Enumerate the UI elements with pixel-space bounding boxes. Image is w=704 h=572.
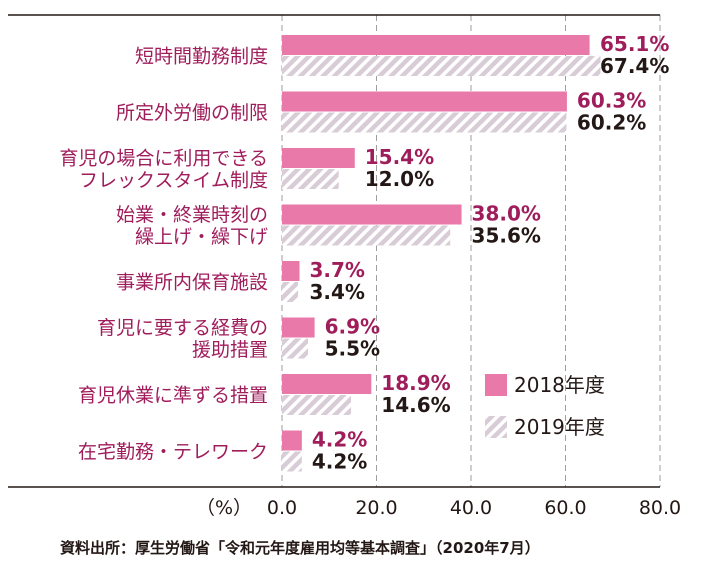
legend-label-2019: 2019年度 xyxy=(514,415,605,439)
bar-2018 xyxy=(282,35,590,55)
category-label: 事業所内保育施設 xyxy=(116,272,268,294)
bar-2019 xyxy=(282,225,451,246)
bar-2019 xyxy=(282,169,339,189)
category-label: 繰上げ・繰下げ xyxy=(135,226,268,248)
legend-label-2018: 2018年度 xyxy=(514,373,605,397)
value-label-2019: 67.4% xyxy=(600,54,669,78)
value-label-2018: 6.9% xyxy=(325,315,380,339)
unit-label: （%） xyxy=(196,497,252,519)
category-labels: 短時間勤務制度所定外労働の制限育児の場合に利用できるフレックスタイム制度始業・終… xyxy=(59,46,268,464)
bar-2018 xyxy=(282,91,567,112)
bar-2019 xyxy=(282,282,299,302)
value-label-2019: 60.2% xyxy=(577,111,646,135)
value-label-2018: 18.9% xyxy=(381,371,450,395)
value-label-2018: 65.1% xyxy=(600,32,669,56)
value-labels: 65.1%67.4% 60.3%60.2% 15.4%12.0% 38.0%35.6%… xyxy=(309,32,669,474)
x-tick-label: 80.0 xyxy=(639,497,681,519)
bar-2018 xyxy=(282,374,372,394)
x-tick-label: 40.0 xyxy=(450,497,492,519)
value-label-2019: 3.4% xyxy=(309,280,364,304)
category-label: 援助措置 xyxy=(192,339,268,361)
value-label-2018: 4.2% xyxy=(312,428,367,452)
category-label: 短時間勤務制度 xyxy=(135,46,268,68)
legend-swatch-2019 xyxy=(485,416,507,438)
category-label: 育児に要する経費の xyxy=(97,317,268,339)
category-label: 育児の場合に利用できる xyxy=(59,148,268,170)
bar-2018 xyxy=(282,317,315,338)
bar-2019 xyxy=(282,338,308,359)
category-label: 育児休業に準ずる措置 xyxy=(78,385,268,407)
bar-2018 xyxy=(282,148,355,168)
category-label: 始業・終業時刻の xyxy=(116,204,268,226)
value-label-2019: 35.6% xyxy=(472,224,541,248)
value-label-2018: 3.7% xyxy=(309,258,364,282)
x-tick-label: 0.0 xyxy=(267,497,297,519)
x-tick-label: 20.0 xyxy=(355,497,397,519)
legend-swatch-2018 xyxy=(485,374,507,396)
bar-2018 xyxy=(282,261,300,281)
bar-2019 xyxy=(282,395,351,415)
x-tick-label: 60.0 xyxy=(544,497,586,519)
value-label-2018: 60.3% xyxy=(577,89,646,113)
bar-2019 xyxy=(282,451,302,472)
value-label-2018: 38.0% xyxy=(472,202,541,226)
bar-2018 xyxy=(282,430,302,451)
category-label: 在宅勤務・テレワーク xyxy=(78,441,268,463)
bar-2019 xyxy=(282,56,601,76)
value-label-2019: 5.5% xyxy=(325,337,380,361)
source-note: 資料出所：厚生労働省「令和元年度雇用均等基本調査」（2020年7月） xyxy=(60,539,540,557)
bar-2018 xyxy=(282,204,462,225)
value-label-2018: 15.4% xyxy=(365,145,434,169)
value-label-2019: 12.0% xyxy=(365,167,434,191)
bar-2019 xyxy=(282,112,567,133)
value-label-2019: 14.6% xyxy=(381,393,450,417)
legend: 2018年度 2019年度 xyxy=(485,373,605,439)
x-axis: 0.0 20.0 40.0 60.0 80.0 （%） xyxy=(8,14,681,519)
bars xyxy=(282,35,601,472)
value-label-2019: 4.2% xyxy=(312,450,367,474)
category-label: 所定外労働の制限 xyxy=(116,102,268,124)
category-label: フレックスタイム制度 xyxy=(79,170,268,192)
